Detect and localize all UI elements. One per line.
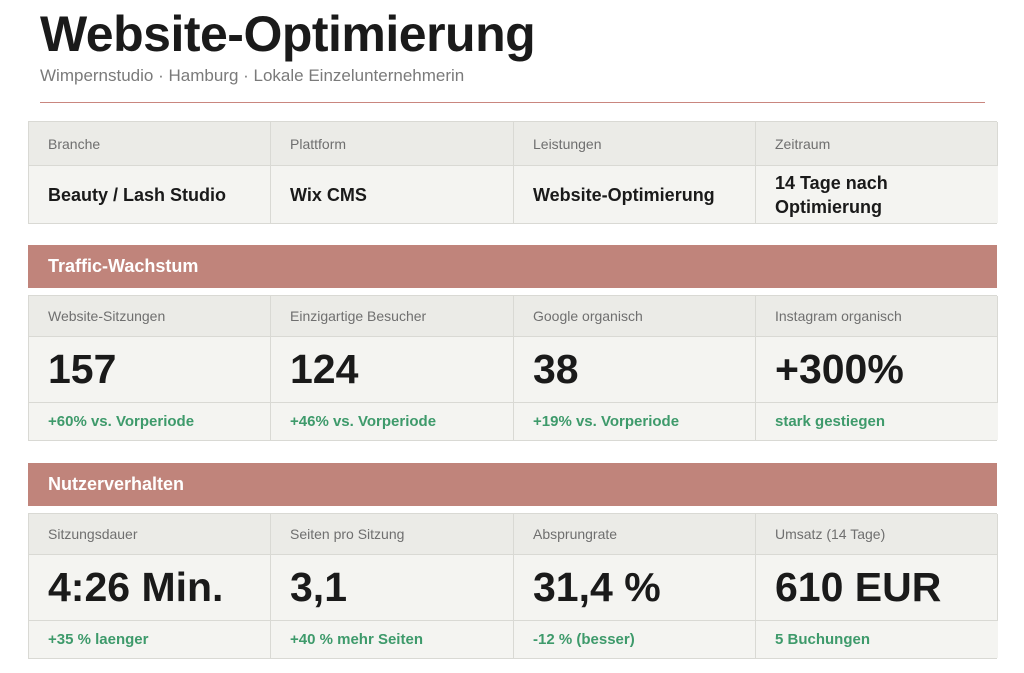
info-label-plattform: Plattform <box>271 122 514 165</box>
metric-label-pages-per-session: Seiten pro Sitzung <box>271 514 514 554</box>
metric-label-unique-visitors: Einzigartige Besucher <box>271 296 514 336</box>
info-label-leistungen: Leistungen <box>514 122 756 165</box>
metric-value-revenue: 610 EUR <box>756 554 998 620</box>
metric-value-pages-per-session: 3,1 <box>271 554 514 620</box>
page-title: Website-Optimierung <box>40 6 536 62</box>
info-value-zeitraum: 14 Tage nach Optimierung <box>756 165 998 223</box>
info-value-branche: Beauty / Lash Studio <box>29 165 271 223</box>
metric-delta-sessions: +60% vs. Vorperiode <box>29 402 271 440</box>
section-header-traffic: Traffic-Wachstum <box>28 245 997 288</box>
title-divider <box>40 102 985 103</box>
page-subtitle: Wimpernstudio · Hamburg · Lokale Einzelu… <box>40 66 465 85</box>
metric-label-session-duration: Sitzungsdauer <box>29 514 271 554</box>
metric-value-google-organic: 38 <box>514 336 756 402</box>
metric-value-instagram-organic: +300% <box>756 336 998 402</box>
info-value-plattform: Wix CMS <box>271 165 514 223</box>
metric-delta-google-organic: +19% vs. Vorperiode <box>514 402 756 440</box>
traffic-metrics-table: Website-Sitzungen Einzigartige Besucher … <box>28 295 998 441</box>
metric-delta-bounce-rate: -12 % (besser) <box>514 620 756 658</box>
metric-delta-revenue: 5 Buchungen <box>756 620 998 658</box>
project-info-table: Branche Plattform Leistungen Zeitraum Be… <box>28 121 998 224</box>
metric-delta-session-duration: +35 % laenger <box>29 620 271 658</box>
info-label-branche: Branche <box>29 122 271 165</box>
metric-delta-pages-per-session: +40 % mehr Seiten <box>271 620 514 658</box>
metric-value-session-duration: 4:26 Min. <box>29 554 271 620</box>
metric-label-instagram-organic: Instagram organisch <box>756 296 998 336</box>
info-value-leistungen: Website-Optimierung <box>514 165 756 223</box>
behavior-metrics-table: Sitzungsdauer Seiten pro Sitzung Absprun… <box>28 513 998 659</box>
metric-value-unique-visitors: 124 <box>271 336 514 402</box>
metric-label-sessions: Website-Sitzungen <box>29 296 271 336</box>
metric-label-revenue: Umsatz (14 Tage) <box>756 514 998 554</box>
section-header-behavior: Nutzerverhalten <box>28 463 997 506</box>
metric-value-sessions: 157 <box>29 336 271 402</box>
metric-delta-instagram-organic: stark gestiegen <box>756 402 998 440</box>
metric-value-bounce-rate: 31,4 % <box>514 554 756 620</box>
metric-label-google-organic: Google organisch <box>514 296 756 336</box>
metric-delta-unique-visitors: +46% vs. Vorperiode <box>271 402 514 440</box>
metric-label-bounce-rate: Absprungrate <box>514 514 756 554</box>
info-label-zeitraum: Zeitraum <box>756 122 998 165</box>
